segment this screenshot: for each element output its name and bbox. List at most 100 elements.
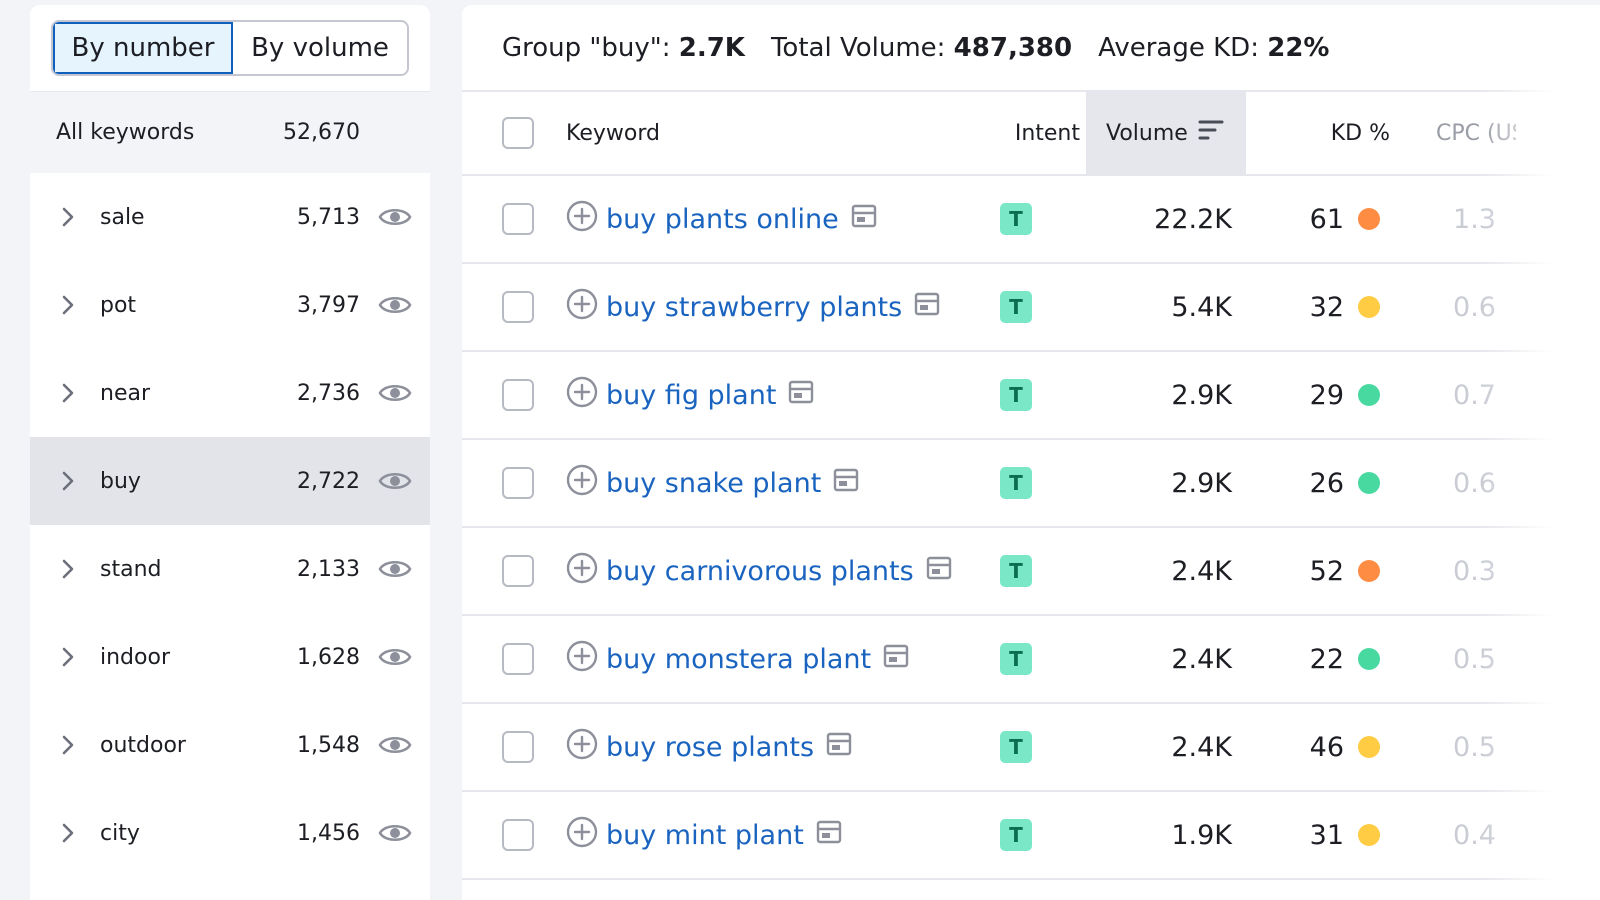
cpc-column-header[interactable]: CPC (USD [1436, 120, 1516, 146]
table-row: buy plants online T 22.2K 61 1.3 [462, 176, 1600, 264]
keywords-table-panel: Group "buy": 2.7K Total Volume: 487,380 … [462, 5, 1600, 900]
group-row-near[interactable]: near 2,736 [30, 349, 430, 437]
intent-badge: T [1000, 291, 1032, 323]
chevron-right-icon[interactable] [30, 382, 100, 404]
serp-snapshot-icon[interactable] [839, 204, 877, 235]
intent-badge: T [1000, 379, 1032, 411]
cpc-value: 0.3 [1453, 555, 1496, 587]
row-checkbox[interactable] [502, 379, 534, 411]
eye-icon[interactable] [360, 469, 430, 493]
kd-value: 31 [1309, 819, 1344, 851]
row-checkbox[interactable] [502, 819, 534, 851]
kd-difficulty-dot [1358, 208, 1380, 230]
kd-value: 26 [1309, 467, 1344, 499]
total-volume-label: Total Volume: [770, 32, 946, 63]
add-keyword-icon[interactable] [566, 200, 606, 239]
select-all-checkbox[interactable] [502, 117, 534, 149]
keyword-link[interactable]: buy fig plant [606, 379, 777, 411]
average-kd-value: 22% [1267, 32, 1330, 63]
add-keyword-icon[interactable] [566, 552, 606, 591]
grouping-toggle-container: By number By volume [30, 5, 430, 92]
chevron-right-icon[interactable] [30, 734, 100, 756]
eye-icon[interactable] [360, 205, 430, 229]
intent-badge: T [1000, 643, 1032, 675]
group-name: stand [100, 556, 162, 582]
serp-snapshot-icon[interactable] [871, 644, 909, 675]
group-keyword-count: 2.7K [678, 32, 745, 63]
row-checkbox[interactable] [502, 203, 534, 235]
chevron-right-icon[interactable] [30, 558, 100, 580]
add-keyword-icon[interactable] [566, 376, 606, 415]
group-label: Group "buy": [502, 32, 671, 63]
row-checkbox[interactable] [502, 467, 534, 499]
serp-snapshot-icon[interactable] [776, 380, 814, 411]
table-row: buy monstera plant T 2.4K 22 0.5 [462, 616, 1600, 704]
add-keyword-icon[interactable] [566, 464, 606, 503]
row-checkbox[interactable] [502, 731, 534, 763]
chevron-right-icon[interactable] [30, 822, 100, 844]
group-row-sale[interactable]: sale 5,713 [30, 173, 430, 261]
chevron-right-icon[interactable] [30, 470, 100, 492]
sort-descending-icon[interactable] [1198, 119, 1224, 147]
eye-icon[interactable] [360, 293, 430, 317]
add-keyword-icon[interactable] [566, 728, 606, 767]
keyword-link[interactable]: buy monstera plant [606, 643, 872, 675]
by-number-button[interactable]: By number [53, 22, 233, 74]
kd-value: 29 [1309, 379, 1344, 411]
kd-difficulty-dot [1358, 296, 1380, 318]
by-volume-button[interactable]: By volume [251, 33, 389, 63]
group-name: outdoor [100, 732, 186, 758]
group-count: 1,628 [297, 644, 360, 670]
intent-column-header[interactable]: Intent [1014, 120, 1080, 146]
serp-snapshot-icon[interactable] [804, 820, 842, 851]
keyword-column-header[interactable]: Keyword [566, 120, 660, 146]
chevron-right-icon[interactable] [30, 206, 100, 228]
volume-column-header[interactable]: Volume [1086, 91, 1246, 175]
all-keywords-count: 52,670 [283, 120, 360, 145]
serp-snapshot-icon[interactable] [821, 468, 859, 499]
kd-difficulty-dot [1358, 384, 1380, 406]
row-checkbox[interactable] [502, 291, 534, 323]
add-keyword-icon[interactable] [566, 640, 606, 679]
row-checkbox[interactable] [502, 643, 534, 675]
chevron-right-icon[interactable] [30, 294, 100, 316]
group-row-buy[interactable]: buy 2,722 [30, 437, 430, 525]
intent-badge: T [1000, 819, 1032, 851]
table-row: buy strawberry plants T 5.4K 32 0.6 [462, 264, 1600, 352]
table-header: Keyword Intent Volume KD % CPC (USD [462, 91, 1600, 176]
eye-icon[interactable] [360, 381, 430, 405]
eye-icon[interactable] [360, 645, 430, 669]
keyword-link[interactable]: buy snake plant [606, 467, 822, 499]
keyword-link[interactable]: buy strawberry plants [606, 291, 903, 323]
add-keyword-icon[interactable] [566, 816, 606, 855]
kd-value: 32 [1309, 291, 1344, 323]
volume-value: 22.2K [1154, 203, 1232, 235]
volume-header-label: Volume [1106, 120, 1188, 146]
row-checkbox[interactable] [502, 555, 534, 587]
group-list: sale 5,713 pot 3,797 near 2,736 buy 2,72… [30, 173, 430, 877]
all-keywords-row[interactable]: All keywords 52,670 [30, 92, 430, 173]
volume-value: 2.9K [1171, 379, 1232, 411]
group-row-indoor[interactable]: indoor 1,628 [30, 613, 430, 701]
group-count: 3,797 [297, 292, 360, 318]
add-keyword-icon[interactable] [566, 288, 606, 327]
intent-badge: T [1000, 731, 1032, 763]
kd-column-header[interactable]: KD % [1330, 120, 1390, 146]
group-row-stand[interactable]: stand 2,133 [30, 525, 430, 613]
serp-snapshot-icon[interactable] [814, 732, 852, 763]
group-row-outdoor[interactable]: outdoor 1,548 [30, 701, 430, 789]
chevron-right-icon[interactable] [30, 646, 100, 668]
eye-icon[interactable] [360, 821, 430, 845]
group-name: pot [100, 292, 137, 318]
eye-icon[interactable] [360, 733, 430, 757]
keyword-link[interactable]: buy carnivorous plants [606, 555, 914, 587]
all-keywords-label: All keywords [56, 120, 195, 145]
keyword-link[interactable]: buy rose plants [606, 731, 815, 763]
group-row-pot[interactable]: pot 3,797 [30, 261, 430, 349]
group-row-city[interactable]: city 1,456 [30, 789, 430, 877]
serp-snapshot-icon[interactable] [902, 292, 940, 323]
serp-snapshot-icon[interactable] [914, 556, 952, 587]
eye-icon[interactable] [360, 557, 430, 581]
keyword-link[interactable]: buy plants online [606, 203, 839, 235]
keyword-link[interactable]: buy mint plant [606, 819, 804, 851]
